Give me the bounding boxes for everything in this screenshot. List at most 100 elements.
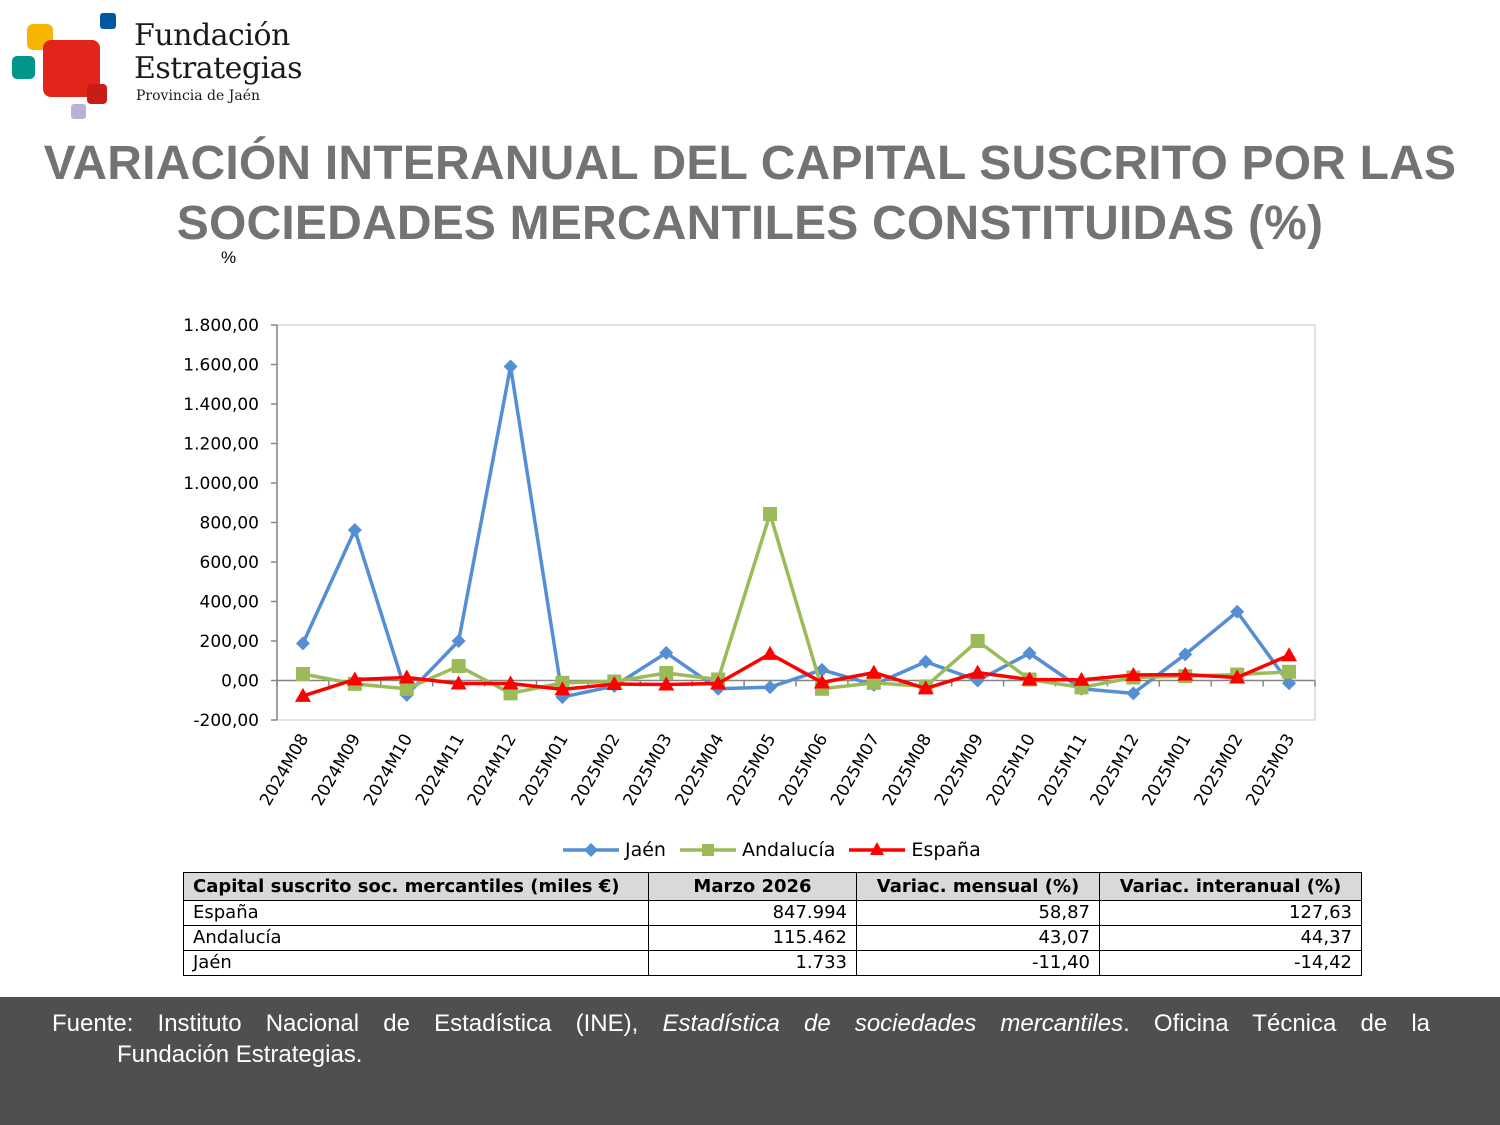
y-tick-label: 1.200,00 (183, 435, 259, 455)
table-cell: -11,40 (856, 950, 1100, 976)
x-tick-label: 2025M03 (619, 731, 676, 810)
column-header: Marzo 2026 (648, 872, 857, 901)
x-tick-label: 2024M11 (412, 731, 469, 810)
data-point-square (399, 681, 414, 696)
legend-item-jaen: Jaén (563, 839, 666, 861)
legend-label: Andalucía (741, 839, 836, 861)
x-tick-label: 2025M06 (775, 731, 832, 810)
data-point-diamond (1178, 647, 1193, 662)
row-label: Jaén (183, 950, 649, 976)
x-tick-label: 2025M03 (1242, 731, 1299, 810)
table-row: España 847.994 58,87 127,63 (183, 900, 1362, 926)
data-point-diamond (1126, 686, 1141, 701)
y-tick-label: 1.400,00 (183, 395, 259, 415)
table-cell: 847.994 (648, 900, 857, 926)
data-point-triangle (1229, 669, 1246, 684)
series-line (302, 512, 1290, 696)
table-cell: 115.462 (648, 925, 857, 951)
data-point-square (295, 666, 310, 681)
data-point-square (866, 675, 881, 690)
data-point-diamond (295, 636, 310, 651)
data-point-square (659, 665, 674, 680)
data-point-triangle (294, 687, 311, 702)
series-group (294, 359, 1298, 705)
y-tick-label: 200,00 (200, 632, 259, 652)
y-axis-unit-label: % (221, 248, 237, 267)
source-line-2: Fundación Estrategias. (117, 1041, 363, 1068)
data-point-square (503, 686, 518, 701)
logo-subtitle: Provincia de Jaén (136, 88, 261, 104)
x-tick-label: 2025M12 (1087, 731, 1144, 810)
x-tick-label: 2025M04 (671, 731, 728, 810)
summary-table: Capital suscrito soc. mercantiles (miles… (183, 872, 1362, 976)
data-point-triangle (346, 671, 363, 686)
table-row: Andalucía 115.462 43,07 44,37 (183, 925, 1362, 951)
table-cell: 43,07 (856, 925, 1100, 951)
y-tick-label: 600,00 (200, 553, 259, 573)
data-point-triangle (1021, 671, 1038, 686)
x-tick-label: 2024M10 (360, 731, 417, 810)
y-tick-label: 0,00 (221, 672, 259, 692)
data-point-triangle (969, 664, 986, 679)
column-header: Variac. interanual (%) (1099, 872, 1362, 901)
x-tick-label: 2025M02 (1190, 731, 1247, 810)
page-title: VARIACIÓN INTERANUAL DEL CAPITAL SUSCRIT… (43, 137, 1457, 250)
x-tick-label: 2025M02 (568, 731, 625, 810)
x-tick-label: 2025M01 (516, 731, 573, 810)
data-point-diamond (763, 680, 778, 695)
data-point-square (970, 634, 985, 648)
y-tick-label: 1.600,00 (183, 356, 259, 376)
data-point-triangle (658, 676, 675, 691)
table-header-row: Capital suscrito soc. mercantiles (miles… (183, 872, 1362, 901)
data-point-triangle (813, 674, 830, 689)
y-axis: -200,00 0,00 200,00 400,00 600,00 800,00 1.000… (183, 316, 278, 731)
data-point-diamond (1022, 646, 1037, 661)
data-point-triangle (710, 675, 727, 690)
logo-name-line1: Fundación (134, 18, 290, 53)
legend-triangle-marker-icon (849, 842, 906, 855)
x-tick-label: 2025M05 (723, 731, 780, 810)
y-tick-label: 800,00 (200, 514, 259, 534)
legend-item-espana: España (849, 839, 981, 861)
legend-label: Jaén (625, 839, 666, 861)
x-tick-label: 2024M09 (308, 731, 365, 810)
data-point-diamond (1230, 604, 1245, 619)
source-line-1: Fuente: Instituto Nacional de Estadístic… (52, 1009, 1430, 1039)
table-cell: -14,42 (1099, 950, 1362, 976)
source-suffix: . Oficina Técnica de la (1123, 1010, 1431, 1037)
logo-name-line2: Estrategias (134, 51, 302, 86)
data-point-square (763, 507, 778, 522)
logo: Fundación Estrategias Provincia de Jaén (10, 10, 310, 120)
line-chart: -200,00 0,00 200,00 400,00 600,00 800,00 1.000… (183, 316, 1316, 810)
x-tick-label: 2025M07 (827, 731, 884, 810)
data-point-triangle (865, 664, 882, 679)
chart-legend: Jaén Andalucía España (563, 836, 995, 864)
source-prefix: Fuente: Instituto Nacional de Estadístic… (52, 1010, 639, 1037)
legend-label: España (911, 839, 981, 861)
data-point-triangle (917, 680, 934, 695)
data-point-triangle (450, 675, 467, 690)
y-tick-label: 1.800,00 (183, 316, 259, 336)
data-point-diamond (1282, 676, 1297, 691)
data-point-square (451, 659, 466, 674)
table-cell: 127,63 (1099, 900, 1362, 926)
data-point-triangle (606, 676, 623, 691)
data-point-diamond (659, 645, 674, 660)
data-point-triangle (1125, 666, 1142, 681)
data-point-triangle (762, 645, 779, 660)
x-tick-label: 2024M12 (464, 731, 521, 810)
column-header: Capital suscrito soc. mercantiles (miles… (183, 872, 649, 901)
data-point-triangle (398, 669, 415, 684)
y-tick-label: 400,00 (200, 593, 259, 613)
data-point-triangle (1177, 666, 1194, 681)
table-row: Jaén 1.733 -11,40 -14,42 (183, 950, 1362, 976)
plot-area (276, 324, 1316, 721)
legend-item-andalucia: Andalucía (679, 839, 836, 861)
x-tick-label: 2025M11 (1035, 731, 1092, 810)
x-tick-label: 2025M01 (1138, 731, 1195, 810)
series-line (302, 652, 1290, 698)
source-footer: Fuente: Instituto Nacional de Estadístic… (0, 997, 1500, 1125)
data-point-diamond (503, 359, 518, 374)
x-tick-label: 2024M08 (256, 731, 313, 810)
data-point-diamond (918, 654, 933, 669)
